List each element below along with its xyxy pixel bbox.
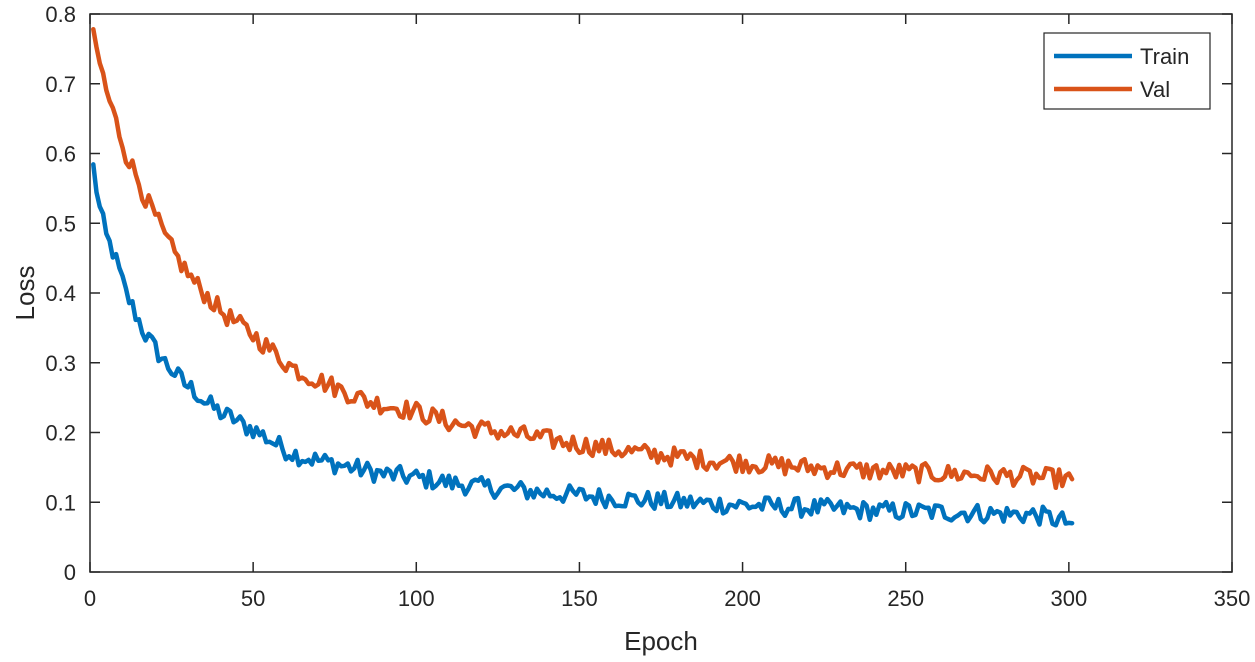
- series-layer: [91, 26, 1075, 528]
- y-axis-label: Loss: [10, 266, 40, 321]
- y-tick-label: 0.1: [45, 490, 76, 515]
- y-tick-label: 0.5: [45, 211, 76, 236]
- y-tick-label: 0: [64, 560, 76, 585]
- x-tick-label: 50: [241, 586, 265, 611]
- legend-box: [1043, 32, 1211, 110]
- y-tick-label: 0.7: [45, 72, 76, 97]
- y-tick-label: 0.6: [45, 142, 76, 167]
- x-axis-label: Epoch: [624, 626, 698, 656]
- y-tick-label: 0.2: [45, 421, 76, 446]
- x-tick-label: 300: [1050, 586, 1087, 611]
- legend-label-train: Train: [1140, 44, 1189, 69]
- axes-layer: 0 50 100 150 200 250 300 350 0 0.1 0.2 0.3 0.4 0.5 0.6…: [45, 2, 1250, 611]
- x-tick-label: 350: [1214, 586, 1251, 611]
- y-tick-label: 0.4: [45, 281, 76, 306]
- y-tick-label: 0.8: [45, 2, 76, 27]
- legend: Train Val: [1043, 32, 1211, 110]
- series-line-train: [91, 162, 1075, 528]
- x-tick-label: 0: [84, 586, 96, 611]
- legend-label-val: Val: [1140, 77, 1170, 102]
- series-line-val: [91, 26, 1075, 491]
- x-tick-label: 150: [561, 586, 598, 611]
- x-tick-label: 200: [724, 586, 761, 611]
- x-tick-label: 100: [398, 586, 435, 611]
- y-tick-label: 0.3: [45, 351, 76, 376]
- x-tick-label: 250: [887, 586, 924, 611]
